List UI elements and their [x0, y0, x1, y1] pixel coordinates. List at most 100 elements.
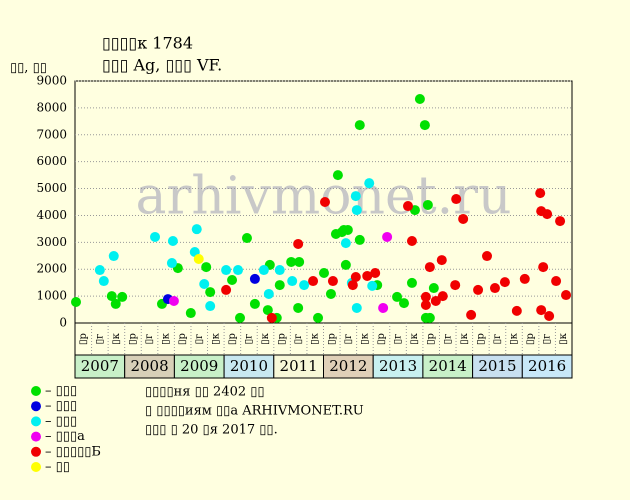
point	[351, 205, 362, 216]
point	[340, 238, 351, 249]
x-sub-label: ▯к	[310, 332, 321, 345]
note: ▯▯▯ ▯ 20 ▯я 2017 ▯▯.	[145, 423, 278, 438]
legend-label: – ▯▯▯	[45, 399, 77, 414]
point	[293, 302, 304, 313]
x-sub-label: ▯г	[243, 334, 254, 345]
x-sub-label: ▯р	[475, 333, 486, 345]
watermark: arhivmonet.ru	[135, 167, 511, 227]
point	[437, 291, 448, 302]
point	[555, 216, 566, 227]
legend-label: – ▯▯▯	[45, 414, 77, 429]
point	[536, 305, 547, 316]
y-tick-label: 3000	[36, 235, 67, 249]
point	[235, 312, 246, 323]
point	[249, 298, 260, 309]
x-sub-label: ▯к	[409, 332, 420, 345]
point	[221, 265, 232, 276]
x-sub-label: ▯р	[127, 333, 138, 345]
point	[299, 280, 310, 291]
legend-marker	[31, 431, 41, 442]
point	[221, 284, 232, 295]
x-sub-label: ▯р	[277, 333, 288, 345]
legend-label: – ▯▯▯	[45, 384, 77, 399]
point	[399, 298, 410, 309]
x-sub-label: ▯г	[343, 334, 354, 345]
point	[354, 120, 365, 131]
point	[458, 213, 469, 224]
x-sub-label: ▯г	[442, 334, 453, 345]
point	[482, 251, 493, 262]
point	[551, 276, 562, 287]
point	[422, 199, 433, 210]
point	[249, 273, 260, 284]
point	[347, 280, 358, 291]
chart-title: ▯▯▯▯к 1784	[102, 34, 193, 53]
legend-marker	[31, 462, 41, 472]
year-label: 2007	[81, 357, 119, 375]
point	[263, 288, 274, 299]
point	[473, 284, 484, 295]
point	[419, 120, 430, 131]
legend-marker	[31, 401, 41, 412]
x-sub-label: ▯р	[426, 333, 437, 345]
chart-subtitle: ▯▯▯ Ag, ▯▯▯ VF.	[102, 56, 222, 75]
point	[294, 256, 305, 267]
point	[98, 276, 109, 287]
year-band	[521, 354, 573, 379]
point	[420, 299, 431, 310]
point	[350, 272, 361, 283]
point	[350, 191, 361, 202]
x-sub-label: ▯г	[542, 334, 553, 345]
year-label: 2010	[230, 357, 268, 375]
point	[108, 251, 119, 262]
x-sub-label: ▯р	[376, 333, 387, 345]
point	[106, 291, 117, 302]
x-sub-label: ▯г	[144, 334, 155, 345]
point	[286, 256, 297, 267]
point	[561, 290, 572, 301]
point	[436, 255, 447, 266]
y-axis-label: ▯▯, ▯▯	[10, 61, 47, 76]
point	[451, 194, 462, 205]
point	[535, 188, 546, 199]
year-label: 2008	[130, 357, 168, 375]
point	[318, 267, 329, 278]
point	[378, 302, 389, 313]
point	[241, 233, 252, 244]
point	[308, 276, 319, 287]
point	[414, 94, 425, 105]
point	[499, 277, 510, 288]
point	[420, 291, 431, 302]
point	[327, 276, 338, 287]
x-sub-label: ▯к	[111, 332, 122, 345]
point	[193, 254, 204, 265]
x-sub-label: ▯г	[293, 334, 304, 345]
point	[340, 259, 351, 270]
point	[199, 279, 210, 290]
point	[406, 235, 417, 246]
point	[258, 265, 269, 276]
legend-label: – ▯▯▯а	[45, 429, 85, 444]
point	[319, 197, 330, 207]
y-tick-label: 8000	[36, 100, 67, 114]
legend-marker	[31, 416, 41, 427]
note: ▯ ▯▯▯▯иям ▯▯а ARHIVMONET.RU	[145, 404, 364, 419]
point	[287, 276, 298, 287]
point	[489, 283, 500, 294]
x-sub-label: ▯к	[359, 332, 370, 345]
x-sub-label: ▯р	[227, 333, 238, 345]
y-tick-label: 5000	[36, 181, 67, 195]
legend-label: – ▯▯	[45, 460, 70, 475]
legend-marker	[31, 446, 41, 457]
point	[424, 312, 435, 323]
point	[201, 262, 212, 273]
x-sub-label: ▯р	[525, 333, 536, 345]
point	[205, 301, 216, 312]
point	[428, 283, 439, 294]
x-sub-label: ▯к	[558, 332, 569, 345]
point	[332, 170, 343, 181]
point	[266, 312, 277, 323]
point	[191, 224, 202, 235]
point	[227, 274, 238, 285]
